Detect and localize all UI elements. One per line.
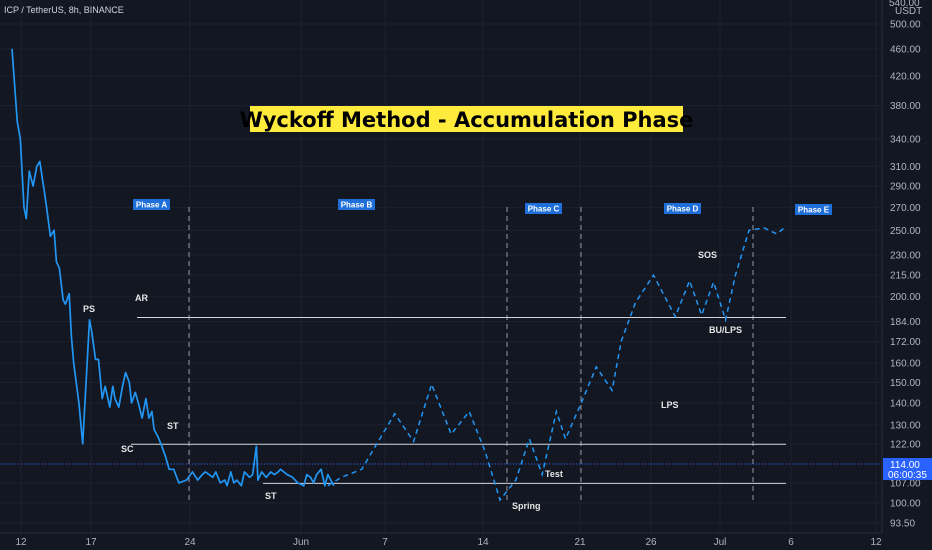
phase-b-badge: Phase B	[338, 199, 375, 210]
phase-e-label: Phase E	[798, 206, 830, 215]
time-tick-label: 24	[184, 537, 196, 548]
projection-line	[327, 227, 785, 502]
countdown-timer: 06:00:35	[888, 470, 927, 481]
price-axis: 540.00 USDT 500.00 460.00 420.00 380.00 340.…	[881, 0, 922, 533]
price-tick-label: 380.00	[890, 101, 921, 112]
price-tick-label: 172.00	[890, 337, 921, 348]
price-tick-label: 160.00	[890, 359, 921, 370]
phase-c-label: Phase C	[528, 205, 560, 214]
event-label-test: Test	[545, 469, 563, 479]
time-tick-label: Jul	[714, 537, 727, 548]
price-tick-label: 200.00	[890, 292, 921, 303]
phase-a-label: Phase A	[136, 201, 167, 210]
phase-boundaries	[188, 207, 754, 500]
price-tick-label: 460.00	[890, 44, 921, 55]
price-tick-label: 107.00	[890, 478, 921, 489]
time-tick-label: 6	[788, 537, 794, 548]
price-tick-label: 184.00	[890, 317, 921, 328]
phase-b-label: Phase B	[341, 201, 373, 210]
event-label-sos: SOS	[698, 250, 717, 260]
grid	[0, 0, 882, 533]
chart-title-box: Wyckoff Method - Accumulation Phase	[240, 106, 694, 132]
time-tick-label: 17	[85, 537, 97, 548]
time-axis: 12 17 24 Jun 7 14 21 26 Jul 6 12	[0, 532, 882, 548]
time-tick-label: 12	[15, 537, 27, 548]
phase-a-badge: Phase A	[133, 199, 170, 210]
price-tick-label: 340.00	[890, 134, 921, 145]
event-label-bu-lps: BU/LPS	[709, 325, 742, 335]
current-price-value: 114.00	[890, 460, 920, 471]
event-label-st-2: ST	[265, 491, 277, 501]
time-tick-label: 21	[574, 537, 586, 548]
event-label-lps: LPS	[661, 400, 679, 410]
price-tick-label: 230.00	[890, 251, 921, 262]
current-price-badge: 114.00 06:00:35	[883, 458, 932, 481]
phase-e-badge: Phase E	[795, 204, 832, 215]
price-axis-top-partial: 540.00	[889, 0, 920, 9]
phase-d-badge: Phase D	[664, 203, 701, 214]
event-label-st-1: ST	[167, 421, 179, 431]
event-label-ar: AR	[135, 293, 148, 303]
price-tick-label: 420.00	[890, 71, 921, 82]
symbol-header: ICP / TetherUS, 8h, BINANCE	[4, 5, 124, 15]
price-tick-label: 310.00	[890, 162, 921, 173]
time-tick-label: Jun	[293, 537, 309, 548]
price-tick-label: 140.00	[890, 398, 921, 409]
price-tick-label: 270.00	[890, 203, 921, 214]
chart-title: Wyckoff Method - Accumulation Phase	[240, 108, 694, 132]
price-tick-label: 250.00	[890, 226, 921, 237]
time-tick-label: 14	[477, 537, 489, 548]
price-tick-label: 130.00	[890, 420, 921, 431]
price-tick-label: 290.00	[890, 182, 921, 193]
time-tick-label: 26	[645, 537, 657, 548]
price-tick-label: 122.00	[890, 439, 921, 450]
price-tick-label: 215.00	[890, 271, 921, 282]
phase-c-badge: Phase C	[525, 203, 562, 214]
event-label-ps: PS	[83, 304, 95, 314]
event-label-sc: SC	[121, 444, 134, 454]
price-tick-label: 100.00	[890, 498, 921, 509]
price-tick-label: 93.50	[890, 519, 915, 530]
time-tick-label: 12	[870, 537, 882, 548]
price-axis-unit: USDT	[895, 6, 922, 17]
phase-d-label: Phase D	[667, 205, 699, 214]
price-tick-label: 150.00	[890, 378, 921, 389]
range-levels	[131, 317, 786, 484]
price-tick-label: 500.00	[890, 20, 921, 31]
event-label-spring: Spring	[512, 501, 541, 511]
price-series-line	[11, 48, 335, 487]
time-tick-label: 7	[382, 537, 388, 548]
